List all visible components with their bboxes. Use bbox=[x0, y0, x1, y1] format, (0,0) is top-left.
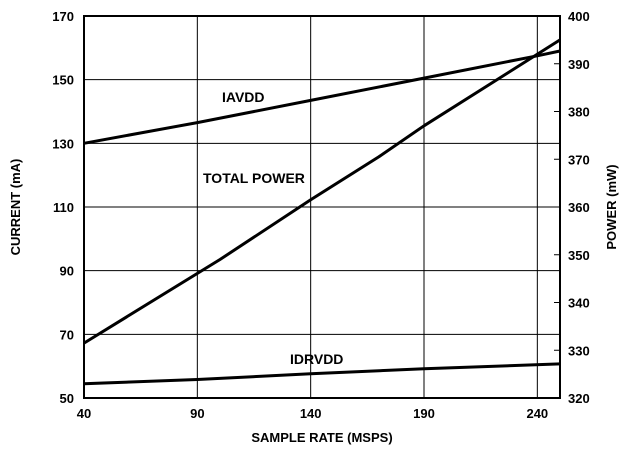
y-tick-label-right: 340 bbox=[568, 296, 590, 311]
y-tick-label-right: 350 bbox=[568, 248, 590, 263]
grid-lines bbox=[84, 16, 560, 398]
y-tick-label-left: 90 bbox=[60, 264, 74, 279]
y-tick-label-right: 370 bbox=[568, 152, 590, 167]
series-label-idrvdd: IDRVDD bbox=[290, 351, 343, 367]
x-axis-title: SAMPLE RATE (MSPS) bbox=[251, 430, 392, 445]
series-label-total-power: TOTAL POWER bbox=[203, 170, 305, 186]
series-line-iavdd bbox=[83, 49, 561, 145]
plot-frame bbox=[83, 15, 561, 399]
y-tick-label-right: 390 bbox=[568, 57, 590, 72]
x-tick-label: 240 bbox=[526, 406, 548, 421]
y-tick-label-right: 380 bbox=[568, 105, 590, 120]
series-line-idrvdd bbox=[83, 362, 561, 386]
x-tick-label: 40 bbox=[77, 406, 91, 421]
y-axis-title-right: POWER (mW) bbox=[604, 164, 619, 249]
y-tick-label-left: 50 bbox=[60, 391, 74, 406]
y-tick-label-right: 400 bbox=[568, 9, 590, 24]
series-label-iavdd: IAVDD bbox=[222, 89, 265, 105]
y-tick-label-left: 170 bbox=[52, 9, 74, 24]
x-tick-label: 190 bbox=[413, 406, 435, 421]
y-tick-label-left: 150 bbox=[52, 73, 74, 88]
series-lines bbox=[83, 38, 561, 386]
x-tick-label: 90 bbox=[190, 406, 204, 421]
x-tick-label: 140 bbox=[300, 406, 322, 421]
tick-labels: 40 90 140 190 240 50 70 90 110 130 150 170 320 330 340… bbox=[52, 9, 589, 421]
y-tick-label-left: 70 bbox=[60, 327, 74, 342]
y-tick-label-right: 360 bbox=[568, 200, 590, 215]
y-tick-label-left: 130 bbox=[52, 136, 74, 151]
series-line-total-power bbox=[83, 38, 561, 345]
y-tick-label-right: 330 bbox=[568, 343, 590, 358]
y-tick-label-left: 110 bbox=[53, 200, 74, 215]
series-labels: IAVDD TOTAL POWER IDRVDD bbox=[203, 89, 343, 367]
y-tick-label-right: 320 bbox=[568, 391, 590, 406]
y-axis-title-left: CURRENT (mA) bbox=[8, 159, 23, 256]
